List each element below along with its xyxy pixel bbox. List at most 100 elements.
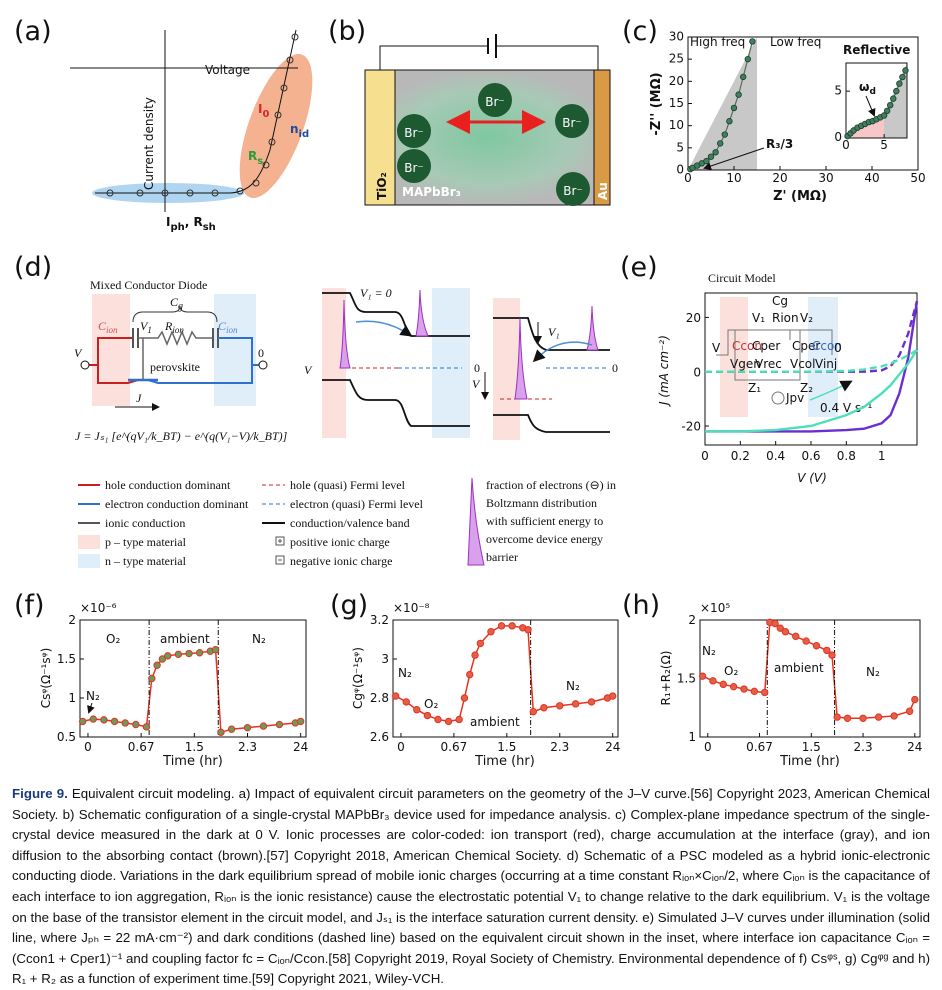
annotation: R₃/3	[766, 137, 793, 151]
point	[391, 692, 400, 700]
y-tick-label: 2.6	[370, 730, 389, 744]
y-tick-label: 25	[669, 52, 684, 66]
x-tick-label: 30	[818, 171, 833, 185]
x-tick-label: 10	[726, 171, 741, 185]
inset-label: Vinj	[815, 357, 837, 371]
point	[890, 95, 897, 102]
y-tick-label: 5	[834, 83, 842, 97]
inset-label: V₂	[800, 311, 813, 325]
x-tick-label: 0	[704, 740, 712, 754]
region-label: N₂	[866, 665, 880, 679]
chart: 0 0.2 0.4 0.6 0.8 1 -20 0 20	[681, 292, 919, 463]
symbol: ω	[859, 80, 869, 94]
y-tick-label: 20	[686, 311, 701, 325]
legend-text: barrier	[486, 550, 518, 564]
layer-label: Au	[596, 182, 610, 200]
panel-label: (g)	[330, 590, 368, 621]
param-sub: id	[299, 129, 310, 140]
region-label: N₂	[566, 679, 580, 693]
point	[148, 674, 156, 683]
y-tick-label: 15	[669, 96, 684, 110]
terminal-label: 0	[258, 346, 264, 360]
plot-frame	[845, 62, 908, 139]
annotation: 0.4 V s⁻¹	[820, 401, 873, 415]
legend-text: conduction/valence band	[290, 516, 410, 530]
point	[100, 716, 108, 724]
point	[902, 67, 909, 74]
param: I	[258, 102, 262, 116]
x-axis-label: Z' (MΩ)	[773, 189, 827, 204]
x-tick-label: 2.3	[854, 740, 873, 754]
point	[729, 682, 738, 691]
point	[893, 87, 900, 95]
band-label: V₁	[548, 325, 560, 339]
ions: Br⁻ Br⁻ Br⁻ Br⁻ Br⁻	[397, 83, 590, 206]
x-tick-label: 2.3	[550, 740, 569, 754]
legend-text: electron (quasi) Fermi level	[290, 497, 424, 511]
point	[911, 695, 919, 704]
legend-swatch	[467, 477, 485, 566]
y-tick-label: 2	[688, 613, 696, 627]
valence-band	[493, 414, 610, 433]
boltzmann	[415, 289, 429, 337]
point	[890, 712, 898, 720]
legend-swatch	[78, 554, 100, 568]
point	[776, 624, 784, 632]
marker	[274, 111, 282, 119]
marker	[280, 84, 288, 92]
chart: 0 0.67 1.5 2.3 24 0.5 1 1.5 2	[57, 613, 308, 754]
y-tick-label: 0	[693, 365, 701, 379]
region-label: O₂	[724, 664, 738, 678]
x-tick-label: 0	[397, 740, 405, 754]
point	[740, 685, 748, 693]
inset-label: Rion	[772, 311, 799, 325]
y-axis-label: Cgᵠ(Ω⁻¹sᵠ)	[351, 647, 365, 709]
x-tick-label: 0	[842, 138, 850, 152]
band-label: V	[472, 377, 481, 391]
hole-wire	[89, 337, 133, 366]
brace	[132, 305, 218, 323]
panel-a: Voltage Current density I0 nid Rs Iph, R…	[70, 29, 313, 233]
orange-ellipse	[239, 53, 313, 199]
n-region	[214, 294, 256, 406]
hole-wire	[97, 365, 139, 384]
n-region	[432, 288, 470, 438]
inset-label: Vcol	[790, 357, 815, 371]
n-region	[808, 297, 838, 417]
point	[227, 725, 236, 733]
y-axis-label: -Z'' (MΩ)	[649, 72, 664, 135]
symbol: V	[140, 319, 149, 333]
point	[883, 107, 891, 115]
point	[487, 628, 495, 636]
figure: (a) (b) (c) (d) (e) (f) (g) (h) Voltage …	[14, 16, 926, 769]
valence-band	[322, 379, 470, 427]
param-sub: sh	[203, 222, 216, 233]
x-tick-label: 0.2	[731, 449, 750, 463]
x-tick-label: 24	[907, 740, 922, 754]
point	[721, 131, 728, 138]
band-label: V	[304, 363, 313, 377]
legend-text: Boltzmann distribution	[486, 496, 597, 510]
inset-title: Reflective	[843, 43, 910, 57]
point	[243, 723, 252, 732]
ion-label: Br⁻	[404, 161, 424, 175]
symbol-sub: ion	[172, 325, 184, 335]
axis-multiplier: ×10⁻⁸	[393, 601, 430, 615]
param: I	[166, 215, 170, 229]
point	[749, 38, 756, 45]
panels-fgh: ×10⁻⁶ ×10⁻⁸ ×10⁵ Time (hr) Time (hr) Tim…	[39, 601, 880, 769]
legend-text: n – type material	[105, 554, 187, 568]
x-tick-label: 0.4	[766, 449, 785, 463]
marker	[252, 179, 260, 187]
x-tick-label: 0	[84, 740, 92, 754]
inset-label: Cg	[772, 294, 788, 308]
inset-label: V	[712, 341, 721, 355]
region-label: O₂	[106, 632, 120, 646]
tio2-layer	[364, 69, 396, 206]
point	[89, 715, 97, 723]
point	[460, 694, 469, 702]
point	[730, 104, 738, 112]
point	[524, 626, 532, 634]
marker	[161, 189, 169, 197]
